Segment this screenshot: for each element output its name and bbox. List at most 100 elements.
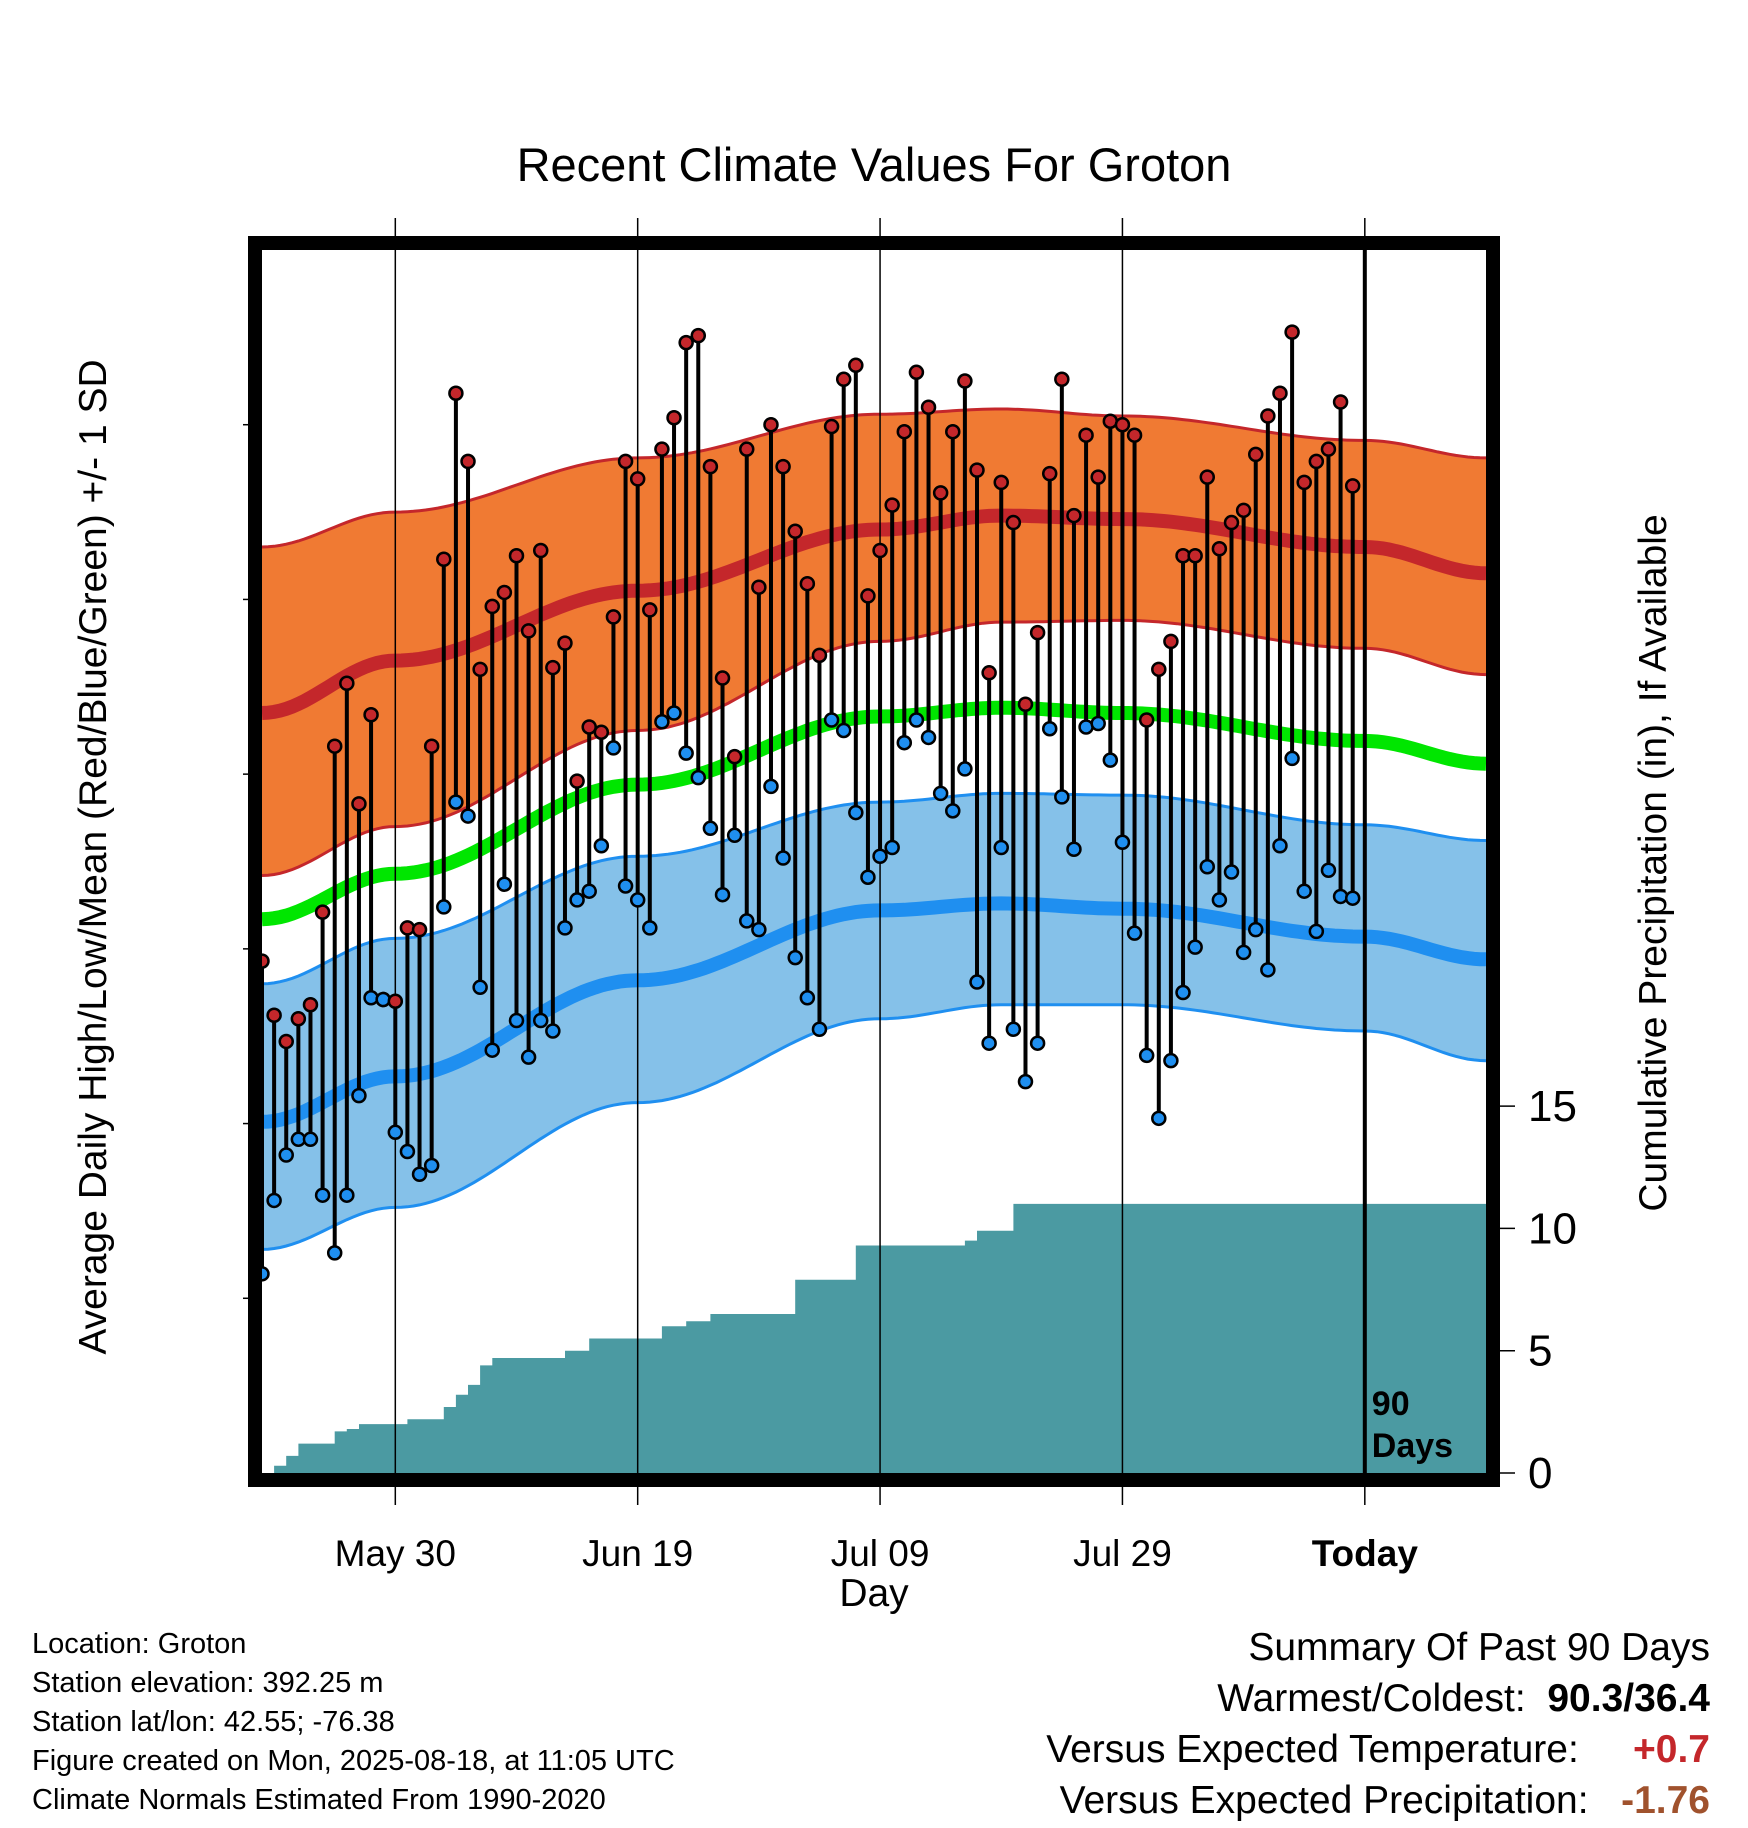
- y-tick-label-right: 5: [1528, 1327, 1552, 1376]
- daily-high-point: [860, 588, 876, 604]
- x-tick-label: Today: [1312, 1533, 1419, 1574]
- daily-low-point: [314, 1187, 331, 1203]
- daily-high-point: [266, 1007, 282, 1023]
- daily-high-point: [787, 523, 803, 540]
- daily-low-point: [775, 850, 791, 866]
- daily-high-point: [848, 357, 864, 374]
- temp-departure-value: +0.7: [1633, 1728, 1710, 1771]
- daily-low-point: [1138, 1047, 1155, 1064]
- daily-low-point: [375, 991, 391, 1008]
- daily-low-point: [642, 920, 658, 936]
- daily-high-point: [702, 458, 719, 475]
- daily-high-point: [1296, 474, 1312, 491]
- normal-low-band-lower-edge: [261, 1003, 1487, 1251]
- daily-low-point: [1296, 883, 1312, 899]
- daily-high-point: [302, 997, 319, 1013]
- temp-departure-row: Versus Expected Temperature: +0.7: [1046, 1724, 1710, 1775]
- daily-low-point: [787, 949, 803, 966]
- daily-low-point: [945, 803, 961, 819]
- daily-high-point: [1138, 712, 1155, 728]
- normal-high-line: [261, 508, 1487, 720]
- x-axis-label: Day: [839, 1572, 909, 1615]
- daily-low-point: [617, 878, 634, 894]
- daily-high-point: [884, 497, 900, 513]
- warmest-coldest-row: Warmest/Coldest: 90.3/36.4: [1046, 1673, 1710, 1724]
- daily-low-point: [835, 722, 852, 739]
- normal-low-band-upper-edge: [261, 791, 1487, 986]
- daily-low-point: [496, 876, 513, 892]
- precip-departure-label: Versus Expected Precipitation:: [1059, 1779, 1589, 1822]
- daily-high-point: [690, 327, 707, 344]
- y-tick-label-right: 0: [1528, 1449, 1552, 1498]
- y-axis-label-right: Cumulative Precipitation (in), If Availa…: [1632, 514, 1675, 1211]
- daily-high-point: [290, 1010, 307, 1027]
- daily-high-point: [1344, 478, 1361, 494]
- daily-low-point: [1151, 1110, 1167, 1127]
- daily-high-point: [835, 371, 852, 388]
- daily-high-point: [1114, 416, 1131, 433]
- daily-high-point: [872, 542, 888, 559]
- daily-high-point: [811, 647, 828, 664]
- daily-high-point: [278, 1033, 294, 1050]
- daily-high-point: [617, 453, 634, 470]
- daily-high-point: [339, 675, 355, 692]
- daily-low-point: [981, 1035, 997, 1051]
- daily-low-point: [448, 794, 464, 810]
- normal-low-line: [261, 896, 1487, 1129]
- daily-low-point: [1344, 890, 1361, 906]
- daily-low-point: [726, 827, 743, 844]
- x-tick-label: Jul 09: [831, 1533, 930, 1574]
- daily-low-point: [484, 1042, 501, 1058]
- daily-low-point: [702, 820, 719, 837]
- daily-low-point: [326, 1245, 343, 1261]
- daily-high-point: [957, 373, 973, 389]
- daily-high-point: [1260, 408, 1276, 424]
- daily-low-point: [896, 734, 913, 751]
- daily-low-point: [1308, 923, 1325, 940]
- y-tick-label-right: 10: [1528, 1204, 1577, 1253]
- daily-low-point: [569, 892, 585, 908]
- daily-high-point: [666, 409, 682, 426]
- daily-high-point: [484, 598, 501, 615]
- daily-low-point: [351, 1087, 367, 1104]
- daily-high-point: [1272, 385, 1288, 402]
- location-info: Location: Groton Station elevation: 392.…: [32, 1625, 675, 1820]
- daily-high-point: [775, 458, 791, 475]
- daily-low-point: [920, 729, 937, 746]
- precip-departure-value: -1.76: [1621, 1779, 1710, 1822]
- daily-low-point: [908, 712, 925, 728]
- daily-low-point: [266, 1192, 282, 1209]
- daily-low-point: [1211, 892, 1228, 908]
- temp-departure-label: Versus Expected Temperature:: [1046, 1728, 1579, 1771]
- daily-low-point: [739, 913, 755, 929]
- daily-low-point: [799, 990, 816, 1006]
- normal-mean-line: [261, 700, 1487, 927]
- daily-high-point: [423, 738, 440, 754]
- daily-high-point: [823, 418, 840, 435]
- daily-high-point: [314, 904, 331, 920]
- daily-high-point: [326, 738, 343, 754]
- daily-high-point: [981, 665, 997, 681]
- daily-high-point: [411, 921, 428, 938]
- daily-high-point: [1199, 469, 1216, 485]
- daily-high-point: [1005, 514, 1022, 531]
- daily-low-point: [932, 785, 949, 802]
- daily-high-point: [387, 993, 404, 1010]
- daily-high-point: [799, 575, 816, 592]
- daily-low-point: [605, 740, 622, 756]
- daily-low-point: [823, 712, 840, 728]
- daily-low-point: [387, 1124, 404, 1141]
- precip-area: [262, 1203, 1486, 1473]
- daily-high-point: [726, 748, 743, 765]
- daily-high-point: [1078, 427, 1094, 443]
- daily-low-point: [872, 848, 888, 865]
- daily-low-point: [1029, 1035, 1046, 1051]
- daily-high-point: [1284, 324, 1300, 340]
- daily-high-point: [569, 773, 585, 789]
- days-marker-label-text: Days: [1372, 1427, 1453, 1465]
- daily-high-point: [642, 602, 658, 618]
- daily-low-point: [545, 1023, 561, 1039]
- daily-low-point: [1163, 1052, 1179, 1069]
- daily-low-point: [1320, 862, 1337, 878]
- daily-high-point: [1126, 427, 1143, 443]
